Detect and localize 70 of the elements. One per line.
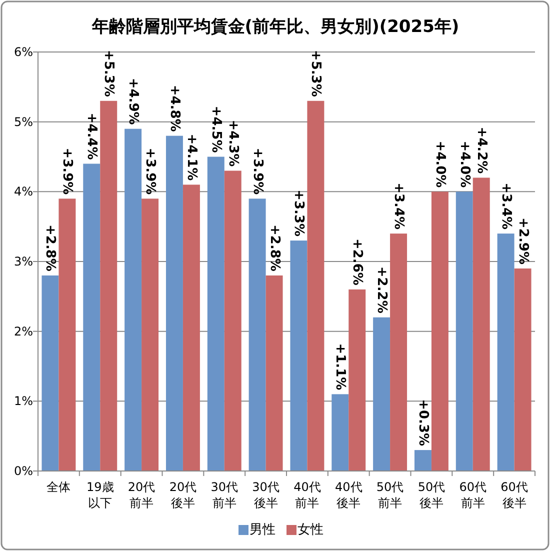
x-tick-label: 20代後半 [169, 480, 197, 510]
data-label: +4.0% [456, 140, 472, 188]
data-label: +3.4% [391, 182, 406, 230]
data-label: +3.9% [250, 148, 265, 195]
y-tick-label: 6% [14, 45, 33, 59]
data-label: +4.3% [225, 120, 240, 167]
bar [207, 156, 224, 471]
y-tick-label: 3% [14, 254, 33, 268]
bar [390, 234, 408, 471]
bar [456, 192, 473, 471]
bar [307, 100, 324, 471]
bar [83, 164, 100, 471]
bar [58, 198, 76, 471]
x-tick-label: 50代前半 [376, 480, 404, 510]
bar [224, 170, 242, 471]
bar [42, 275, 59, 471]
bar [472, 178, 490, 471]
y-tick-label: 4% [14, 184, 33, 199]
data-label: +2.8% [266, 224, 282, 272]
data-label: +2.9% [515, 218, 530, 264]
bar [248, 198, 266, 471]
bar [514, 268, 532, 471]
bar [348, 289, 366, 471]
data-label: +4.2% [474, 126, 489, 174]
x-tick-label: 30代後半 [252, 480, 280, 510]
x-tick-label: 60代後半 [500, 480, 528, 510]
data-label: +4.0% [432, 140, 448, 188]
bar [124, 128, 142, 471]
y-tick-label: 1% [14, 394, 33, 408]
x-tick-label: 40代前半 [294, 480, 321, 510]
bar [431, 192, 448, 471]
bar [373, 317, 390, 471]
chart-title: 年齢階層別平均賃金(前年比、男女別)(2025年) [90, 17, 460, 37]
legend-label: 女性 [298, 522, 324, 538]
data-label: +4.4% [84, 112, 100, 160]
x-tick-label: 40代後半 [334, 480, 362, 510]
x-tick-label: 20代前半 [128, 480, 156, 510]
data-label: +5.3% [308, 50, 324, 97]
bar [142, 198, 159, 471]
data-label: +5.3% [101, 50, 116, 97]
data-label: +4.1% [184, 134, 199, 181]
data-label: +3.9% [60, 148, 75, 195]
bar [497, 234, 514, 471]
data-label: +3.3% [291, 190, 306, 237]
bar [290, 240, 308, 471]
x-tick-label: 全体 [46, 480, 71, 494]
y-tick-label: 2% [14, 324, 33, 338]
x-tick-label: 30代前半 [210, 480, 238, 510]
data-label: +2.2% [374, 266, 390, 314]
y-tick-label: 5% [14, 114, 33, 129]
bar [266, 275, 283, 471]
data-label: +4.8% [166, 84, 182, 132]
data-label: +3.9% [142, 148, 158, 195]
bar [182, 184, 200, 471]
bar [332, 394, 349, 471]
x-tick-label: 60代前半 [459, 480, 487, 510]
data-label: +1.1% [332, 343, 348, 390]
bar [414, 450, 432, 471]
y-tick-label: 0% [14, 464, 33, 478]
bar [100, 100, 118, 471]
data-label: +2.8% [42, 224, 58, 272]
legend-label: 男性 [250, 522, 276, 538]
data-label: +0.3% [415, 399, 430, 446]
x-tick-label: 19歳以下 [86, 480, 114, 510]
data-label: +2.6% [350, 238, 365, 286]
bar [166, 136, 183, 471]
data-label: +4.9% [126, 78, 141, 125]
x-tick-label: 50代後半 [418, 480, 446, 510]
data-label: +3.4% [498, 182, 514, 230]
data-label: +4.5% [208, 106, 224, 153]
